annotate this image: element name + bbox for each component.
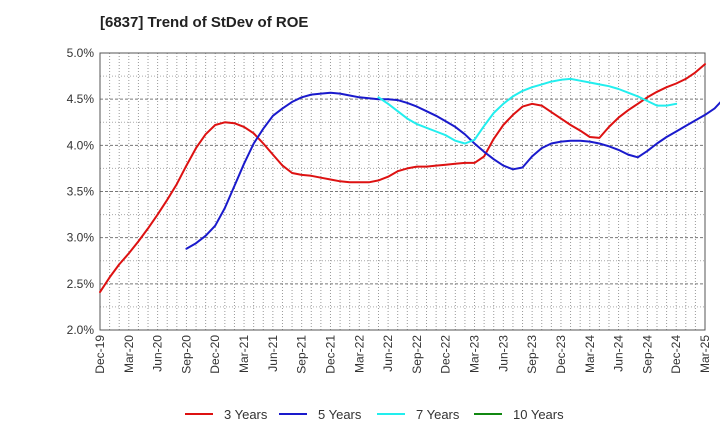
x-tick-label: Dec-22: [439, 335, 453, 374]
series-line-5-years: [185, 91, 720, 250]
x-tick-label: Dec-23: [554, 335, 568, 374]
y-tick-label: 4.0%: [67, 138, 95, 152]
x-tick-label: Dec-19: [93, 335, 107, 374]
y-tick-label: 2.0%: [67, 323, 95, 337]
x-tick-label: Jun-20: [151, 335, 165, 372]
x-tick-label: Jun-22: [381, 335, 395, 372]
legend-label-7-years: 7 Years: [416, 407, 460, 422]
x-tick-label: Mar-22: [352, 335, 366, 373]
series-line-7-years: [377, 77, 678, 145]
x-tick-label: Mar-20: [122, 335, 136, 373]
x-tick-label: Sep-20: [179, 335, 193, 374]
x-tick-label: Mar-21: [237, 335, 251, 373]
x-tick-label: Jun-24: [612, 335, 626, 372]
legend-label-10-years: 10 Years: [513, 407, 564, 422]
chart-title: [6837] Trend of StDev of ROE: [100, 14, 309, 31]
x-tick-label: Sep-24: [640, 335, 654, 374]
y-tick-label: 2.5%: [67, 277, 95, 291]
grid-lines: [100, 53, 705, 330]
plot-area-border: [99, 52, 706, 331]
legend-label-5-years: 5 Years: [318, 407, 362, 422]
y-tick-label: 3.0%: [67, 231, 95, 245]
legend: 3 Years 5 Years 7 Years 10 Years: [185, 407, 564, 422]
x-tick-label: Jun-21: [266, 335, 280, 372]
x-tick-label: Sep-22: [410, 335, 424, 374]
x-tick-label: Mar-24: [583, 335, 597, 373]
legend-label-3-years: 3 Years: [224, 407, 268, 422]
y-tick-label: 4.5%: [67, 92, 95, 106]
x-tick-label: Mar-25: [698, 335, 712, 373]
y-tick-label: 5.0%: [67, 46, 95, 60]
x-tick-label: Jun-23: [496, 335, 510, 372]
series-line-3-years: [99, 63, 706, 294]
x-tick-label: Dec-20: [208, 335, 222, 374]
series-lines: [99, 63, 720, 294]
x-tick-label: Mar-23: [468, 335, 482, 373]
x-tick-label: Sep-23: [525, 335, 539, 374]
x-tick-label: Dec-24: [669, 335, 683, 374]
y-tick-label: 3.5%: [67, 185, 95, 199]
x-tick-label: Sep-21: [295, 335, 309, 374]
x-tick-label: Dec-21: [323, 335, 337, 374]
axis-ticks: 2.0% 2.5% 3.0% 3.5% 4.0% 4.5% 5.0% Dec-19 Mar-20…: [67, 46, 712, 374]
